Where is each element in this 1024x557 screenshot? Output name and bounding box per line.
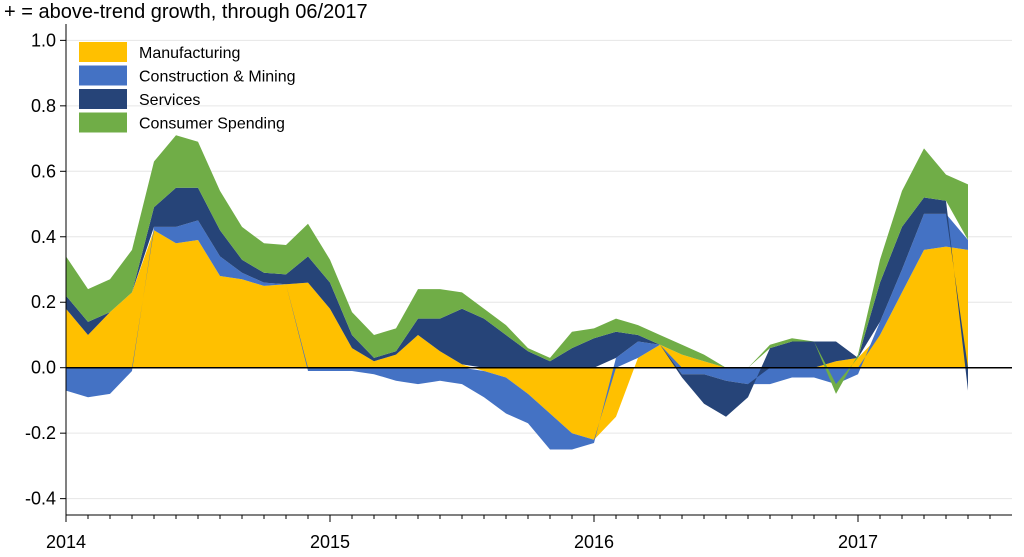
area-consumer-spending <box>66 135 968 394</box>
y-tick-label: 0.6 <box>31 161 56 181</box>
axes: -0.4 -0.2 0.0 0.2 0.4 0.6 0.8 1.0 2014 2015 2016 20… <box>25 24 1012 552</box>
y-tick-label: 1.0 <box>31 30 56 50</box>
legend-label-construction-mining: Construction & Mining <box>139 69 296 86</box>
legend: Manufacturing Construction & Mining Servic… <box>79 42 296 133</box>
y-tick-label: -0.4 <box>25 489 56 509</box>
x-tick-label: 2017 <box>838 532 878 552</box>
chart-title: + = above-trend growth, through 06/2017 <box>4 1 368 23</box>
legend-swatch-construction-mining <box>79 65 127 86</box>
legend-label-services: Services <box>139 92 200 109</box>
area-services <box>66 187 968 417</box>
y-tick-label: 0.2 <box>31 292 56 312</box>
area-manufacturing <box>66 230 968 440</box>
legend-label-manufacturing: Manufacturing <box>139 45 240 62</box>
legend-swatch-consumer-spending <box>79 112 127 133</box>
x-tick-label: 2014 <box>46 532 86 552</box>
legend-swatch-services <box>79 89 127 109</box>
legend-swatch-manufacturing <box>79 42 127 62</box>
y-tick-label: 0.0 <box>31 358 56 378</box>
x-tick-label: 2015 <box>310 532 350 552</box>
x-tick-label: 2016 <box>574 532 614 552</box>
y-tick-label: 0.4 <box>31 227 56 247</box>
y-tick-label: -0.2 <box>25 423 56 443</box>
area-series <box>66 135 968 450</box>
y-tick-label: 0.8 <box>31 96 56 116</box>
area-construction-mining <box>66 213 968 450</box>
legend-label-consumer-spending: Consumer Spending <box>139 116 285 133</box>
